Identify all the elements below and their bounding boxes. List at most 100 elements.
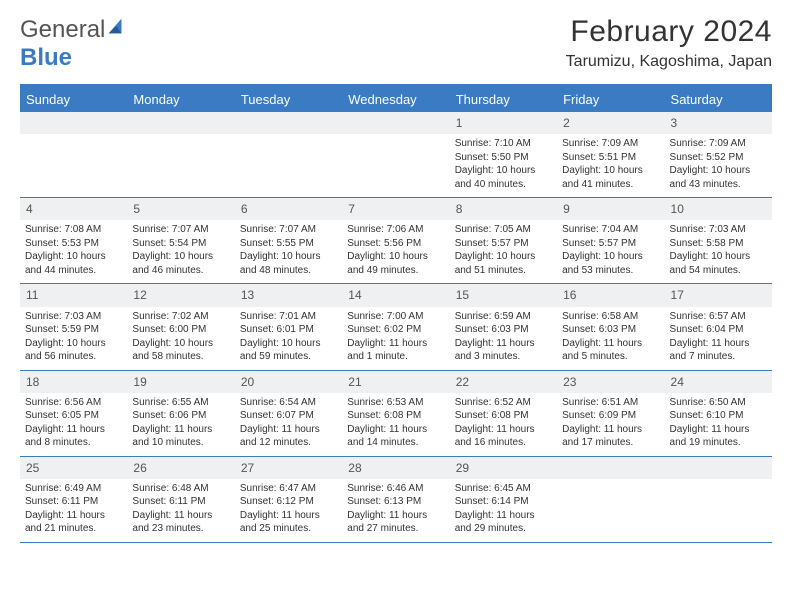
day-cell: Sunrise: 7:02 AMSunset: 6:00 PMDaylight:… bbox=[127, 307, 234, 371]
sunrise-text: Sunrise: 7:08 AM bbox=[25, 223, 122, 237]
day-header: Saturday bbox=[665, 86, 772, 113]
sunset-text: Sunset: 6:09 PM bbox=[562, 409, 659, 423]
daylight-text: Daylight: 10 hours and 59 minutes. bbox=[240, 337, 337, 364]
daylight-text: Daylight: 11 hours and 7 minutes. bbox=[670, 337, 767, 364]
daylight-text: Daylight: 10 hours and 49 minutes. bbox=[347, 250, 444, 277]
sunrise-text: Sunrise: 6:47 AM bbox=[240, 482, 337, 496]
day-cell: Sunrise: 6:47 AMSunset: 6:12 PMDaylight:… bbox=[235, 479, 342, 543]
daylight-text: Daylight: 10 hours and 46 minutes. bbox=[132, 250, 229, 277]
detail-row: Sunrise: 6:56 AMSunset: 6:05 PMDaylight:… bbox=[20, 393, 772, 457]
day-cell bbox=[127, 134, 234, 198]
sunset-text: Sunset: 6:10 PM bbox=[670, 409, 767, 423]
day-cell: Sunrise: 7:04 AMSunset: 5:57 PMDaylight:… bbox=[557, 220, 664, 284]
sunset-text: Sunset: 5:50 PM bbox=[455, 151, 552, 165]
date-number-row: 18192021222324 bbox=[20, 370, 772, 393]
date-number: 11 bbox=[20, 284, 127, 307]
day-cell: Sunrise: 7:07 AMSunset: 5:55 PMDaylight:… bbox=[235, 220, 342, 284]
logo: GeneralBlue bbox=[20, 15, 127, 72]
sunset-text: Sunset: 6:11 PM bbox=[25, 495, 122, 509]
sunset-text: Sunset: 5:59 PM bbox=[25, 323, 122, 337]
detail-row: Sunrise: 6:49 AMSunset: 6:11 PM Daylight:… bbox=[20, 479, 772, 543]
day-cell: Sunrise: 6:55 AMSunset: 6:06 PMDaylight:… bbox=[127, 393, 234, 457]
date-number: 14 bbox=[342, 284, 449, 307]
sunrise-text: Sunrise: 6:48 AM bbox=[132, 482, 229, 496]
date-number-row: 45678910 bbox=[20, 198, 772, 221]
day-cell: Sunrise: 6:58 AMSunset: 6:03 PMDaylight:… bbox=[557, 307, 664, 371]
sunset-text: Sunset: 6:00 PM bbox=[132, 323, 229, 337]
month-title: February 2024 bbox=[566, 15, 772, 49]
daylight-text: Daylight: 10 hours and 44 minutes. bbox=[25, 250, 122, 277]
daylight-text: Daylight: 10 hours and 56 minutes. bbox=[25, 337, 122, 364]
sunrise-text: Sunrise: 6:50 AM bbox=[670, 396, 767, 410]
sunset-text: Sunset: 6:14 PM bbox=[455, 495, 552, 509]
sunrise-text: Sunrise: 7:03 AM bbox=[25, 310, 122, 324]
sunset-text: Sunset: 5:56 PM bbox=[347, 237, 444, 251]
day-cell: Sunrise: 7:10 AMSunset: 5:50 PMDaylight:… bbox=[450, 134, 557, 198]
date-number: 9 bbox=[557, 198, 664, 221]
day-cell: Sunrise: 7:00 AMSunset: 6:02 PMDaylight:… bbox=[342, 307, 449, 371]
title-block: February 2024 Tarumizu, Kagoshima, Japan bbox=[566, 15, 772, 71]
date-number bbox=[235, 112, 342, 134]
daylight-text: Daylight: 11 hours and 1 minute. bbox=[347, 337, 444, 364]
day-cell: Sunrise: 6:48 AMSunset: 6:11 PMDaylight:… bbox=[127, 479, 234, 543]
date-number: 6 bbox=[235, 198, 342, 221]
date-number bbox=[665, 456, 772, 479]
sunrise-text: Sunrise: 6:59 AM bbox=[455, 310, 552, 324]
day-cell: Sunrise: 6:59 AMSunset: 6:03 PMDaylight:… bbox=[450, 307, 557, 371]
day-cell: Sunrise: 6:54 AMSunset: 6:07 PMDaylight:… bbox=[235, 393, 342, 457]
day-cell bbox=[557, 479, 664, 543]
day-cell bbox=[342, 134, 449, 198]
date-number bbox=[127, 112, 234, 134]
day-cell: Sunrise: 7:01 AMSunset: 6:01 PMDaylight:… bbox=[235, 307, 342, 371]
sunrise-text: Sunrise: 7:09 AM bbox=[670, 137, 767, 151]
detail-row: Sunrise: 7:08 AMSunset: 5:53 PMDaylight:… bbox=[20, 220, 772, 284]
day-header: Tuesday bbox=[235, 86, 342, 113]
sunrise-text: Sunrise: 7:02 AM bbox=[132, 310, 229, 324]
sunset-text: Sunset: 6:07 PM bbox=[240, 409, 337, 423]
sunrise-text: Sunrise: 6:49 AM bbox=[25, 482, 122, 496]
date-number-row: 2526272829 bbox=[20, 456, 772, 479]
day-cell: Sunrise: 6:56 AMSunset: 6:05 PMDaylight:… bbox=[20, 393, 127, 457]
sunset-text: Sunset: 5:58 PM bbox=[670, 237, 767, 251]
date-number: 12 bbox=[127, 284, 234, 307]
sunrise-text: Sunrise: 7:04 AM bbox=[562, 223, 659, 237]
sunrise-text: Sunrise: 6:46 AM bbox=[347, 482, 444, 496]
date-number bbox=[342, 112, 449, 134]
sunrise-text: Sunrise: 7:10 AM bbox=[455, 137, 552, 151]
date-number: 1 bbox=[450, 112, 557, 134]
date-number: 22 bbox=[450, 370, 557, 393]
sunrise-text: Sunrise: 6:56 AM bbox=[25, 396, 122, 410]
sunset-text: Sunset: 5:52 PM bbox=[670, 151, 767, 165]
sunset-text: Sunset: 5:53 PM bbox=[25, 237, 122, 251]
date-number: 24 bbox=[665, 370, 772, 393]
day-header: Thursday bbox=[450, 86, 557, 113]
daylight-text: Daylight: 10 hours and 58 minutes. bbox=[132, 337, 229, 364]
daylight-text: Daylight: 11 hours and 17 minutes. bbox=[562, 423, 659, 450]
sunrise-text: Sunrise: 7:00 AM bbox=[347, 310, 444, 324]
logo-text-blue: Blue bbox=[20, 44, 72, 71]
day-cell: Sunrise: 6:46 AMSunset: 6:13 PMDaylight:… bbox=[342, 479, 449, 543]
date-number: 5 bbox=[127, 198, 234, 221]
sunrise-text: Sunrise: 6:57 AM bbox=[670, 310, 767, 324]
day-header: Monday bbox=[127, 86, 234, 113]
daylight-text: Daylight: 10 hours and 43 minutes. bbox=[670, 164, 767, 191]
sunrise-text: Sunrise: 7:01 AM bbox=[240, 310, 337, 324]
sunset-text: Sunset: 6:03 PM bbox=[455, 323, 552, 337]
date-number: 29 bbox=[450, 456, 557, 479]
day-cell: Sunrise: 7:09 AMSunset: 5:51 PMDaylight:… bbox=[557, 134, 664, 198]
sunset-text: Sunset: 6:12 PM bbox=[240, 495, 337, 509]
date-number: 26 bbox=[127, 456, 234, 479]
date-number: 28 bbox=[342, 456, 449, 479]
day-cell: Sunrise: 7:06 AMSunset: 5:56 PMDaylight:… bbox=[342, 220, 449, 284]
day-header: Sunday bbox=[20, 86, 127, 113]
daylight-text: Daylight: 10 hours and 41 minutes. bbox=[562, 164, 659, 191]
sunset-text: Sunset: 5:55 PM bbox=[240, 237, 337, 251]
day-header-row: Sunday Monday Tuesday Wednesday Thursday… bbox=[20, 86, 772, 113]
day-cell: Sunrise: 7:05 AMSunset: 5:57 PMDaylight:… bbox=[450, 220, 557, 284]
date-number: 10 bbox=[665, 198, 772, 221]
sunset-text: Sunset: 6:08 PM bbox=[455, 409, 552, 423]
header: GeneralBlue February 2024 Tarumizu, Kago… bbox=[20, 15, 772, 72]
daylight-text: Daylight: 11 hours and 25 minutes. bbox=[240, 509, 337, 536]
day-cell: Sunrise: 7:07 AMSunset: 5:54 PMDaylight:… bbox=[127, 220, 234, 284]
date-number: 19 bbox=[127, 370, 234, 393]
